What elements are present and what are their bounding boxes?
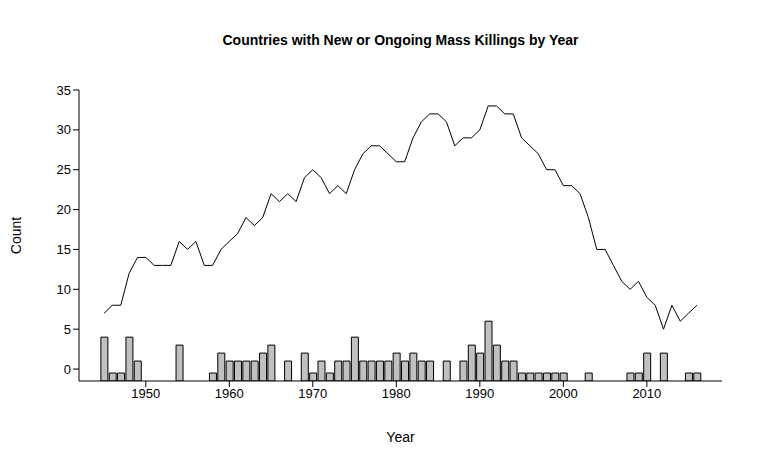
svg-text:35: 35 bbox=[57, 83, 71, 98]
svg-text:30: 30 bbox=[57, 122, 71, 137]
svg-text:15: 15 bbox=[57, 242, 71, 257]
svg-text:1950: 1950 bbox=[131, 386, 160, 401]
svg-text:1990: 1990 bbox=[465, 386, 494, 401]
svg-text:Count: Count bbox=[8, 217, 24, 254]
svg-text:25: 25 bbox=[57, 162, 71, 177]
svg-text:2000: 2000 bbox=[549, 386, 578, 401]
svg-text:1970: 1970 bbox=[298, 386, 327, 401]
svg-text:1960: 1960 bbox=[215, 386, 244, 401]
svg-text:2010: 2010 bbox=[632, 386, 661, 401]
svg-text:1980: 1980 bbox=[382, 386, 411, 401]
svg-text:Year: Year bbox=[386, 429, 415, 445]
html-text:Countries with New or Ongoing: Countries with New or Ongoing Mass Killi… bbox=[222, 32, 579, 48]
svg-text:5: 5 bbox=[64, 322, 71, 337]
svg-text:0: 0 bbox=[64, 362, 71, 377]
svg-text:10: 10 bbox=[57, 282, 71, 297]
svg-text:20: 20 bbox=[57, 202, 71, 217]
